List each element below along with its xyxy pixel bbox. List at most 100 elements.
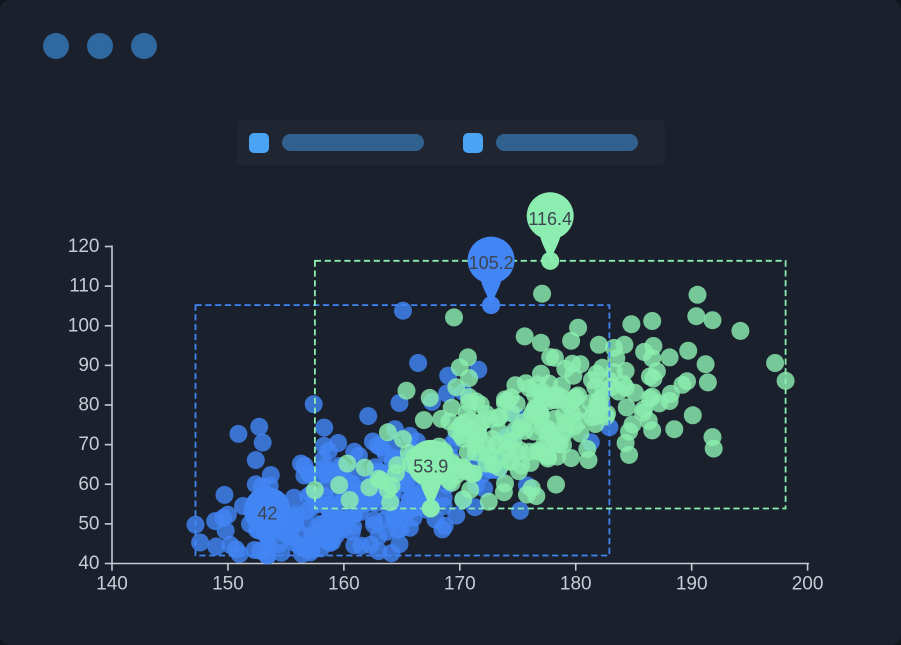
scatter-point[interactable] [191,533,210,552]
scatter-point[interactable] [388,520,407,539]
scatter-point[interactable] [442,398,461,417]
scatter-point[interactable] [409,354,428,372]
window-control-dot[interactable] [131,33,157,59]
scatter-point[interactable] [643,312,662,330]
scatter-point[interactable] [555,424,574,443]
series-b-markpoint-max[interactable]: 116.4 [526,192,574,270]
scatter-point[interactable] [461,480,480,499]
scatter-point[interactable] [620,445,639,464]
scatter-point[interactable] [515,327,534,346]
scatter-point[interactable] [533,284,552,303]
scatter-point[interactable] [660,392,679,410]
scatter-point[interactable] [634,403,652,422]
scatter-point[interactable] [615,335,634,354]
scatter-point[interactable] [679,341,698,360]
scatter-point[interactable] [445,308,463,327]
scatter-point[interactable] [447,506,466,525]
scatter-point[interactable] [460,369,479,388]
scatter-point[interactable] [731,321,750,340]
scatter-point[interactable] [344,517,363,536]
scatter-point[interactable] [515,421,534,440]
scatter-point[interactable] [452,426,470,445]
scatter-point[interactable] [215,485,234,504]
scatter-point[interactable] [387,464,405,483]
scatter-point[interactable] [420,388,439,407]
scatter-point[interactable] [250,417,269,436]
scatter-point[interactable] [509,462,528,481]
scatter-point[interactable] [562,331,581,350]
scatter-point[interactable] [607,349,626,368]
scatter-point[interactable] [616,361,635,380]
scatter-point[interactable] [532,333,550,352]
scatter-point[interactable] [315,458,334,477]
scatter-point[interactable] [698,373,717,392]
scatter-point[interactable] [394,430,412,449]
scatter-point[interactable] [330,476,349,494]
scatter-point[interactable] [472,413,491,431]
series-a-markpoint-max[interactable]: 105.2 [467,236,515,315]
scatter-point[interactable] [616,378,635,397]
scatter-point[interactable] [477,454,496,473]
scatter-point[interactable] [355,458,374,477]
scatter-point[interactable] [538,447,557,466]
scatter-point[interactable] [359,407,378,426]
scatter-point[interactable] [703,311,722,330]
scatter-point[interactable] [352,536,371,555]
scatter-point[interactable] [304,395,323,414]
scatter-point[interactable] [660,348,679,367]
scatter-point[interactable] [253,433,272,452]
scatter-point[interactable] [496,474,514,493]
series-a-markpoint-min[interactable]: 42 [243,487,291,565]
scatter-point[interactable] [523,403,542,422]
scatter-point[interactable] [338,454,357,473]
scatter-point[interactable] [562,449,581,468]
scatter-point[interactable] [319,442,338,460]
legend-item-series-b[interactable] [463,132,638,153]
scatter-point[interactable] [397,381,416,400]
scatter-point[interactable] [704,439,723,458]
scatter-point[interactable] [363,432,382,451]
scatter-point[interactable] [458,443,477,462]
scatter-point[interactable] [647,362,666,381]
scatter-point[interactable] [414,411,433,430]
scatter-point[interactable] [588,400,607,418]
scatter-point[interactable] [340,491,359,510]
scatter-point[interactable] [229,424,248,443]
scatter-point[interactable] [394,301,412,320]
scatter-point[interactable] [207,537,226,556]
scatter-point[interactable] [622,315,641,334]
scatter-point[interactable] [589,335,608,354]
scatter-point[interactable] [321,533,339,552]
scatter-point[interactable] [678,372,696,391]
scatter-point[interactable] [479,492,498,511]
scatter-point[interactable] [587,364,606,383]
window-control-dot[interactable] [43,33,69,59]
scatter-point[interactable] [518,485,536,504]
scatter-point[interactable] [511,501,530,520]
scatter-point[interactable] [683,406,702,425]
scatter-point[interactable] [623,415,642,434]
scatter-point[interactable] [285,488,303,507]
scatter-point[interactable] [586,378,605,397]
scatter-point[interactable] [300,464,319,483]
scatter-point[interactable] [545,348,564,367]
scatter-point[interactable] [571,355,590,374]
legend-item-series-a[interactable] [249,132,424,153]
scatter-point[interactable] [296,502,315,521]
scatter-point[interactable] [552,376,571,395]
scatter-point[interactable] [687,307,706,326]
scatter-point[interactable] [528,375,547,394]
scatter-point[interactable] [382,544,401,563]
scatter-point[interactable] [315,418,334,437]
scatter-point[interactable] [545,391,564,410]
scatter-point[interactable] [696,355,715,374]
scatter-point[interactable] [372,471,390,490]
series-b-markpoint-min[interactable]: 53.9 [407,439,455,518]
window-control-dot[interactable] [87,33,113,59]
scatter-point[interactable] [665,420,684,439]
scatter-point[interactable] [290,537,309,556]
scatter-point[interactable] [688,285,707,304]
scatter-point[interactable] [400,491,419,510]
scatter-point[interactable] [766,354,785,372]
scatter-point[interactable] [499,432,518,451]
